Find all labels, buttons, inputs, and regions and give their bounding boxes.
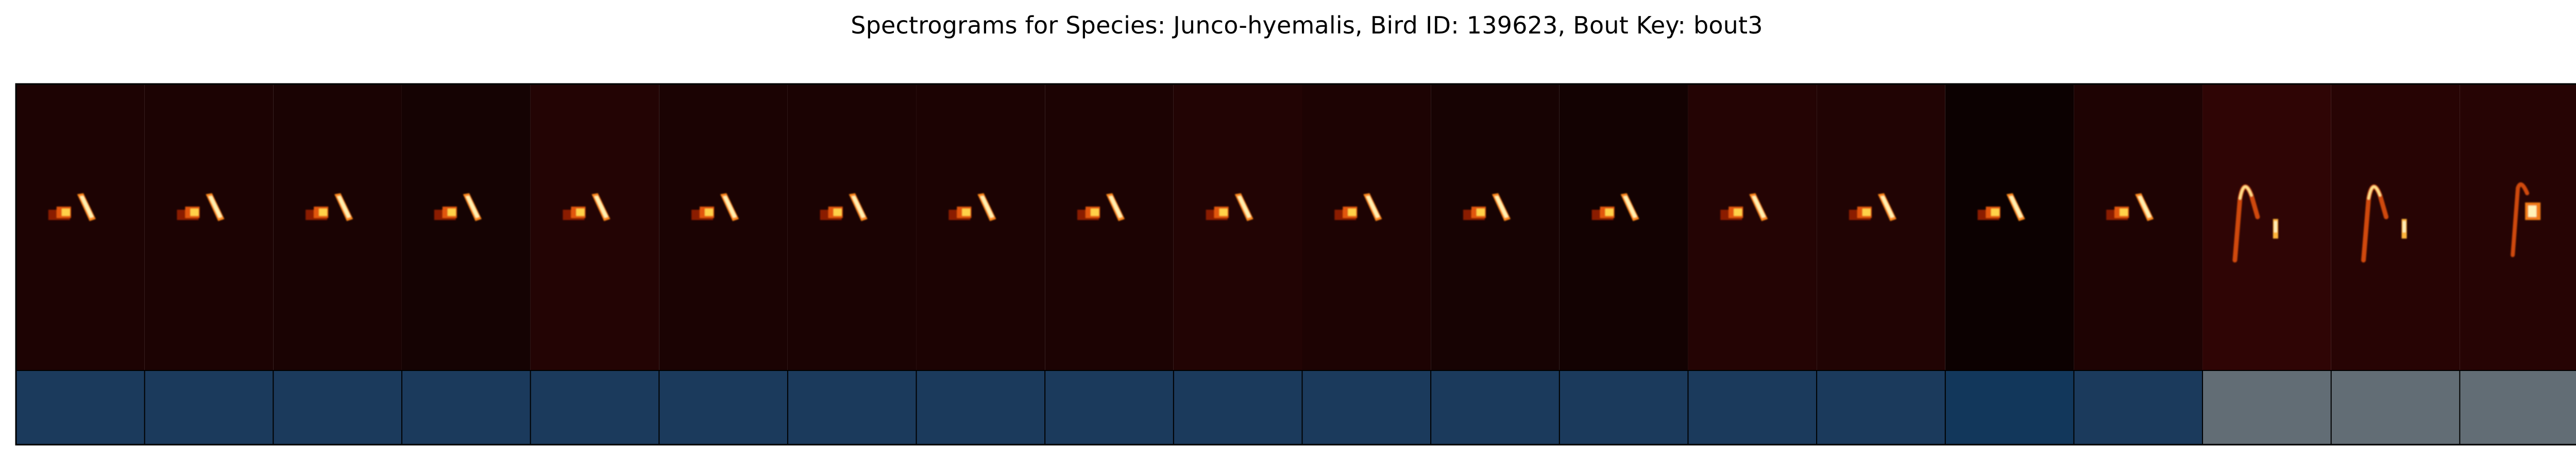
cluster-label-cell <box>1688 370 1817 445</box>
spectrogram-panel <box>1945 84 2074 445</box>
spectrogram-background <box>659 84 788 370</box>
spectrogram-background <box>1045 84 1174 370</box>
spectrogram-panel <box>1431 84 1560 445</box>
cluster-label-cell <box>273 370 402 445</box>
spectrogram-panel <box>1560 84 1688 445</box>
spectrogram-panel <box>2460 84 2576 445</box>
spectrogram-panel <box>531 84 659 445</box>
spectrogram-background <box>1174 84 1302 370</box>
cluster-label-cell <box>145 370 274 445</box>
cluster-label-cell <box>1302 370 1431 445</box>
spectrogram-panel <box>1688 84 1817 445</box>
spectrogram-background <box>402 84 531 370</box>
spectrogram-panel <box>917 84 1045 445</box>
spectrogram-background <box>1817 84 1945 370</box>
cluster-label-cell <box>531 370 659 445</box>
spectrogram-panel <box>659 84 788 445</box>
spectrogram-background <box>2331 84 2460 370</box>
cluster-label-cell <box>1560 370 1688 445</box>
cluster-label-cell <box>1431 370 1560 445</box>
spectrogram-background <box>2202 84 2331 370</box>
spectrogram-panel <box>1817 84 1945 445</box>
spectrogram-background <box>273 84 402 370</box>
spectrogram-panel <box>2202 84 2331 445</box>
spectrogram-background <box>16 84 145 370</box>
cluster-label-cell <box>1945 370 2074 445</box>
spectrogram-panel <box>273 84 402 445</box>
spectrogram-panel <box>1174 84 1302 445</box>
spectrogram-panel <box>2074 84 2202 445</box>
cluster-label-cell <box>788 370 917 445</box>
cluster-label-cell <box>1817 370 1945 445</box>
spectrogram-background <box>145 84 274 370</box>
cluster-label-cell <box>1174 370 1302 445</box>
spectrogram-background <box>1688 84 1817 370</box>
spectrogram-panel <box>16 84 145 445</box>
spectrogram-panel <box>145 84 274 445</box>
cluster-label-cell <box>16 370 145 445</box>
spectrogram-panel <box>788 84 917 445</box>
spectrogram-background <box>1560 84 1688 370</box>
cluster-label-cell <box>659 370 788 445</box>
spectrogram-background <box>1431 84 1560 370</box>
cluster-label-cell <box>1045 370 1174 445</box>
spectrogram-panel <box>1045 84 1174 445</box>
cluster-label-cell <box>2331 370 2460 445</box>
cluster-label-cell <box>2460 370 2576 445</box>
spectrogram-panel <box>1302 84 1431 445</box>
cluster-label-cell <box>2202 370 2331 445</box>
spectrogram-background <box>2460 84 2576 370</box>
cluster-label-cell <box>402 370 531 445</box>
spectrogram-background <box>788 84 917 370</box>
spectrogram-background <box>1945 84 2074 370</box>
cluster-label-cell <box>917 370 1045 445</box>
cluster-label-cell <box>2074 370 2202 445</box>
spectrogram-panel <box>2331 84 2460 445</box>
spectrogram-background <box>917 84 1045 370</box>
spectrogram-background <box>1302 84 1431 370</box>
spectrogram-panel <box>402 84 531 445</box>
spectrogram-background <box>531 84 659 370</box>
spectrogram-background <box>2074 84 2202 370</box>
